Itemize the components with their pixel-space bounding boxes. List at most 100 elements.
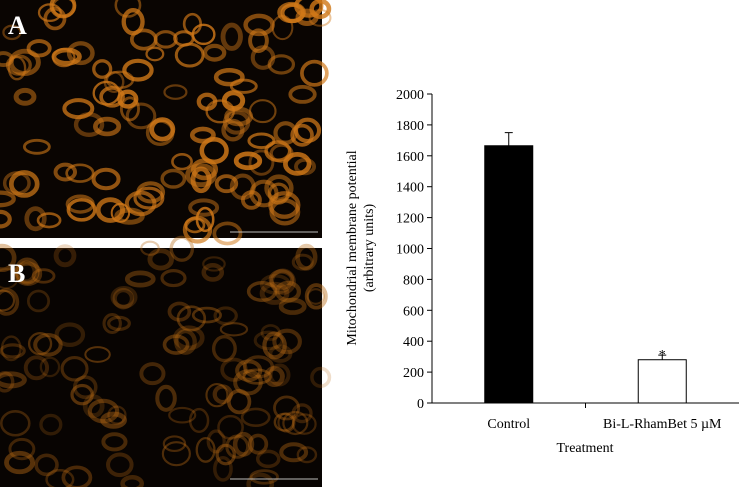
- cell: [112, 287, 135, 310]
- cell: [0, 289, 16, 312]
- cell: [162, 435, 187, 453]
- y-axis-title: (arbitrary units): [362, 204, 377, 293]
- cell: [291, 413, 317, 435]
- cell: [0, 288, 20, 316]
- cell: [269, 268, 296, 295]
- cell: [26, 39, 52, 58]
- cell: [262, 331, 287, 360]
- cell: [84, 346, 111, 363]
- cell: [263, 366, 285, 388]
- cell: [182, 215, 213, 244]
- cell: [248, 99, 277, 124]
- y-tick-label: 600: [403, 304, 424, 319]
- y-tick-label: 1000: [396, 243, 424, 258]
- cell: [8, 437, 36, 461]
- cell: [39, 413, 63, 436]
- cell: [65, 163, 95, 183]
- cell: [161, 441, 191, 467]
- y-tick-label: 2000: [396, 88, 424, 103]
- cell: [0, 335, 22, 362]
- micrographs: [0, 0, 332, 487]
- cell: [247, 132, 276, 150]
- panel-label: A: [8, 11, 27, 40]
- cell: [110, 285, 138, 309]
- cell: [140, 240, 160, 256]
- cell: [119, 96, 140, 122]
- cell: [91, 167, 121, 191]
- cell: [0, 268, 19, 290]
- cell: [13, 87, 37, 106]
- cell: [295, 8, 319, 26]
- cell: [247, 433, 269, 455]
- cell: [167, 301, 192, 322]
- cell: [213, 455, 233, 482]
- cell: [73, 112, 105, 138]
- cell: [82, 394, 105, 418]
- x-axis-title: Treatment: [556, 441, 613, 456]
- cell: [4, 450, 35, 475]
- y-tick-label: 1800: [396, 119, 424, 134]
- cell: [163, 84, 188, 100]
- cell: [232, 431, 255, 457]
- cell: [121, 8, 145, 36]
- cell: [310, 366, 332, 388]
- cell: [61, 465, 93, 487]
- cell: [196, 92, 218, 111]
- cell: [195, 436, 216, 463]
- cell: [233, 151, 263, 171]
- cell: [277, 412, 296, 433]
- bar: [637, 359, 687, 404]
- cell: [26, 289, 51, 313]
- cell: [31, 268, 56, 284]
- cell: [147, 248, 174, 271]
- cell: [173, 30, 195, 47]
- cell: [60, 356, 89, 382]
- cell: [145, 46, 165, 62]
- cell: [291, 253, 314, 271]
- cell: [39, 356, 61, 378]
- cell: [267, 54, 296, 75]
- cell: [242, 355, 275, 379]
- cell: [217, 414, 244, 440]
- cell: [214, 174, 239, 194]
- cell: [169, 235, 195, 262]
- cell: [0, 371, 27, 389]
- cell: [233, 369, 263, 396]
- cell: [171, 153, 193, 171]
- cell: [139, 362, 166, 386]
- cell: [24, 206, 47, 232]
- cell: [189, 126, 216, 144]
- cell: [222, 110, 251, 135]
- cell: [190, 166, 212, 194]
- cell: [130, 28, 158, 51]
- y-axis-title: Mitochondrial membrane potential: [345, 150, 360, 345]
- cell: [92, 59, 113, 79]
- y-tick-label: 1400: [396, 181, 424, 196]
- cell: [269, 143, 294, 163]
- cell: [66, 197, 97, 222]
- cell: [33, 332, 63, 357]
- cell: [101, 432, 128, 452]
- cell: [133, 186, 165, 210]
- cell: [221, 90, 246, 111]
- cell: [295, 243, 318, 271]
- cell: [37, 3, 62, 23]
- cell: [213, 67, 245, 87]
- cell: [291, 403, 313, 424]
- cell: [220, 22, 243, 51]
- cell: [106, 452, 134, 478]
- cell: [36, 212, 62, 229]
- y-tick-label: 800: [403, 273, 424, 288]
- cell: [212, 384, 233, 405]
- cell: [278, 297, 307, 315]
- cell: [202, 256, 226, 272]
- cell: [290, 123, 314, 147]
- cell: [253, 330, 284, 351]
- cell: [220, 357, 248, 382]
- significance-mark: *: [659, 348, 666, 363]
- cell: [107, 405, 127, 425]
- cell: [205, 383, 229, 408]
- cell: [168, 406, 197, 424]
- cell: [0, 343, 26, 359]
